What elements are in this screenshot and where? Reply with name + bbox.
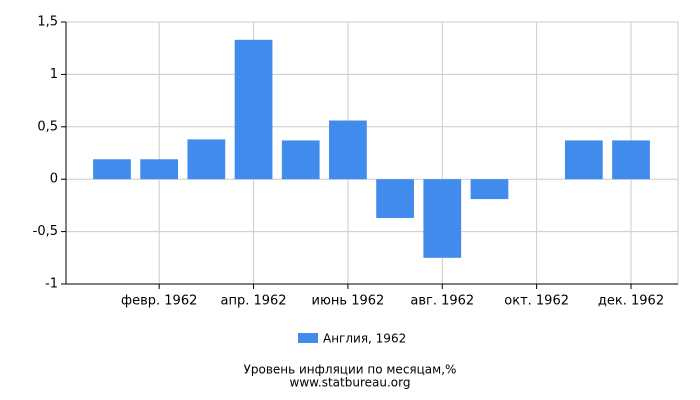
y-tick-label: -0,5: [33, 224, 58, 239]
y-tick-label: -1: [45, 277, 58, 292]
legend-label: Англия, 1962: [323, 332, 406, 346]
bar: [329, 120, 367, 180]
x-tick-label: апр. 1962: [221, 294, 287, 309]
bar: [612, 140, 650, 180]
legend-swatch: [298, 333, 318, 343]
y-tick-label: 1: [50, 67, 58, 82]
x-tick-label: июнь 1962: [312, 294, 385, 309]
x-tick-label: дек. 1962: [598, 294, 664, 309]
bar: [423, 179, 462, 258]
bar: [470, 179, 509, 200]
y-tick-label: 0,5: [37, 119, 58, 134]
bar: [376, 179, 414, 218]
x-tick-label: авг. 1962: [410, 294, 474, 309]
bar: [140, 159, 179, 180]
bar: [187, 139, 226, 180]
bar: [93, 159, 131, 180]
x-tick-label: окт. 1962: [504, 294, 569, 309]
x-tick-label: февр. 1962: [121, 294, 197, 309]
bar: [564, 140, 603, 180]
chart-subtitle: www.statbureau.org: [290, 376, 411, 390]
bar: [234, 39, 273, 180]
y-tick-label: 1,5: [37, 15, 58, 30]
bar: [281, 140, 320, 180]
y-tick-label: 0: [50, 172, 58, 187]
chart-title: Уровень инфляции по месяцам,%: [244, 363, 457, 377]
